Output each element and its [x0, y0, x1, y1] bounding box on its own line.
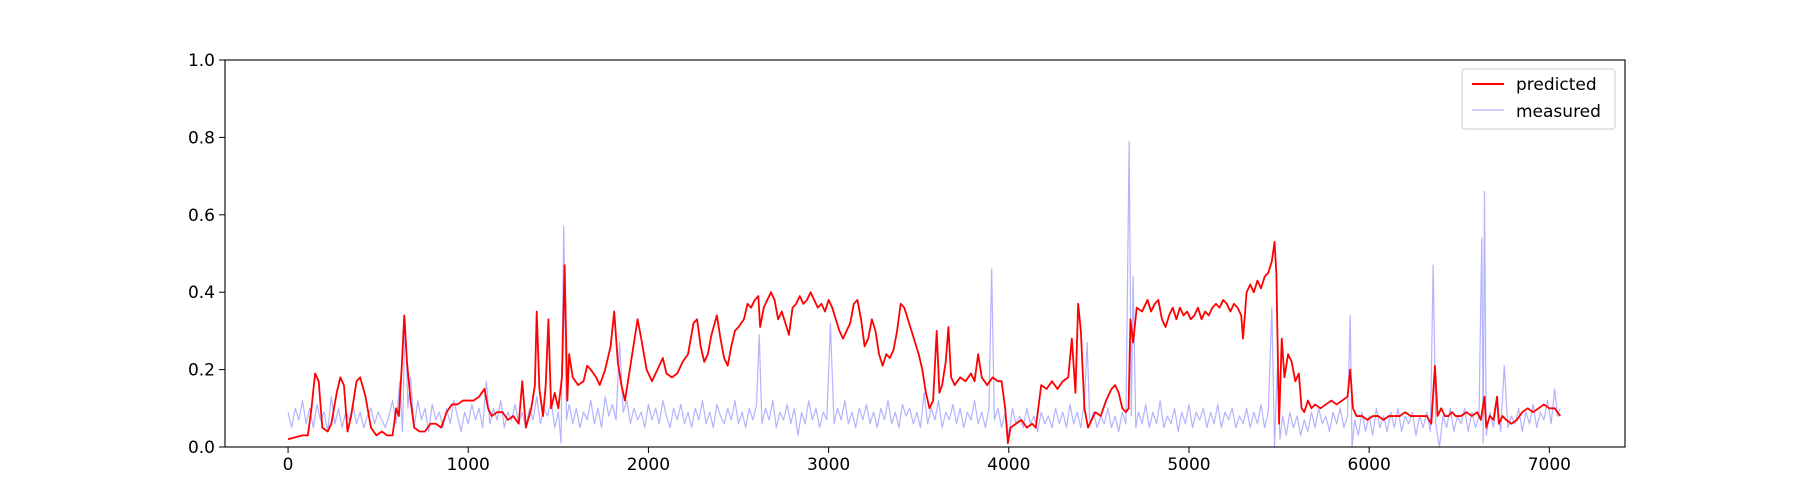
- legend: predicted measured: [1461, 68, 1616, 130]
- x-tick-label: 5000: [1167, 455, 1210, 475]
- legend-label-measured: measured: [1516, 102, 1601, 122]
- x-tick-label: 2000: [627, 455, 670, 475]
- x-tick-label: 6000: [1348, 455, 1391, 475]
- axes-layer: 0 1000 2000 3000 4000 5000 6000 7000 0.0 0.2 0.4 0.…: [188, 51, 1626, 475]
- x-tick-label: 1000: [447, 455, 490, 475]
- x-tick-label: 3000: [807, 455, 850, 475]
- legend-label-predicted: predicted: [1516, 75, 1597, 95]
- series-line-predicted: [287, 240, 1561, 445]
- x-tick-label: 4000: [987, 455, 1030, 475]
- y-tick-label: 0.2: [188, 361, 215, 381]
- x-tick-label: 7000: [1528, 455, 1571, 475]
- series-line-measured: [287, 140, 1561, 447]
- axes-frame: [224, 59, 1626, 448]
- y-tick-label: 0.0: [188, 438, 215, 458]
- y-tick-label: 0.4: [188, 283, 215, 303]
- x-tick-label: 0: [283, 455, 294, 475]
- plot-area: [287, 140, 1561, 447]
- y-tick-label: 0.8: [188, 128, 215, 148]
- y-tick-label: 0.6: [188, 206, 215, 226]
- y-tick-label: 1.0: [188, 51, 215, 71]
